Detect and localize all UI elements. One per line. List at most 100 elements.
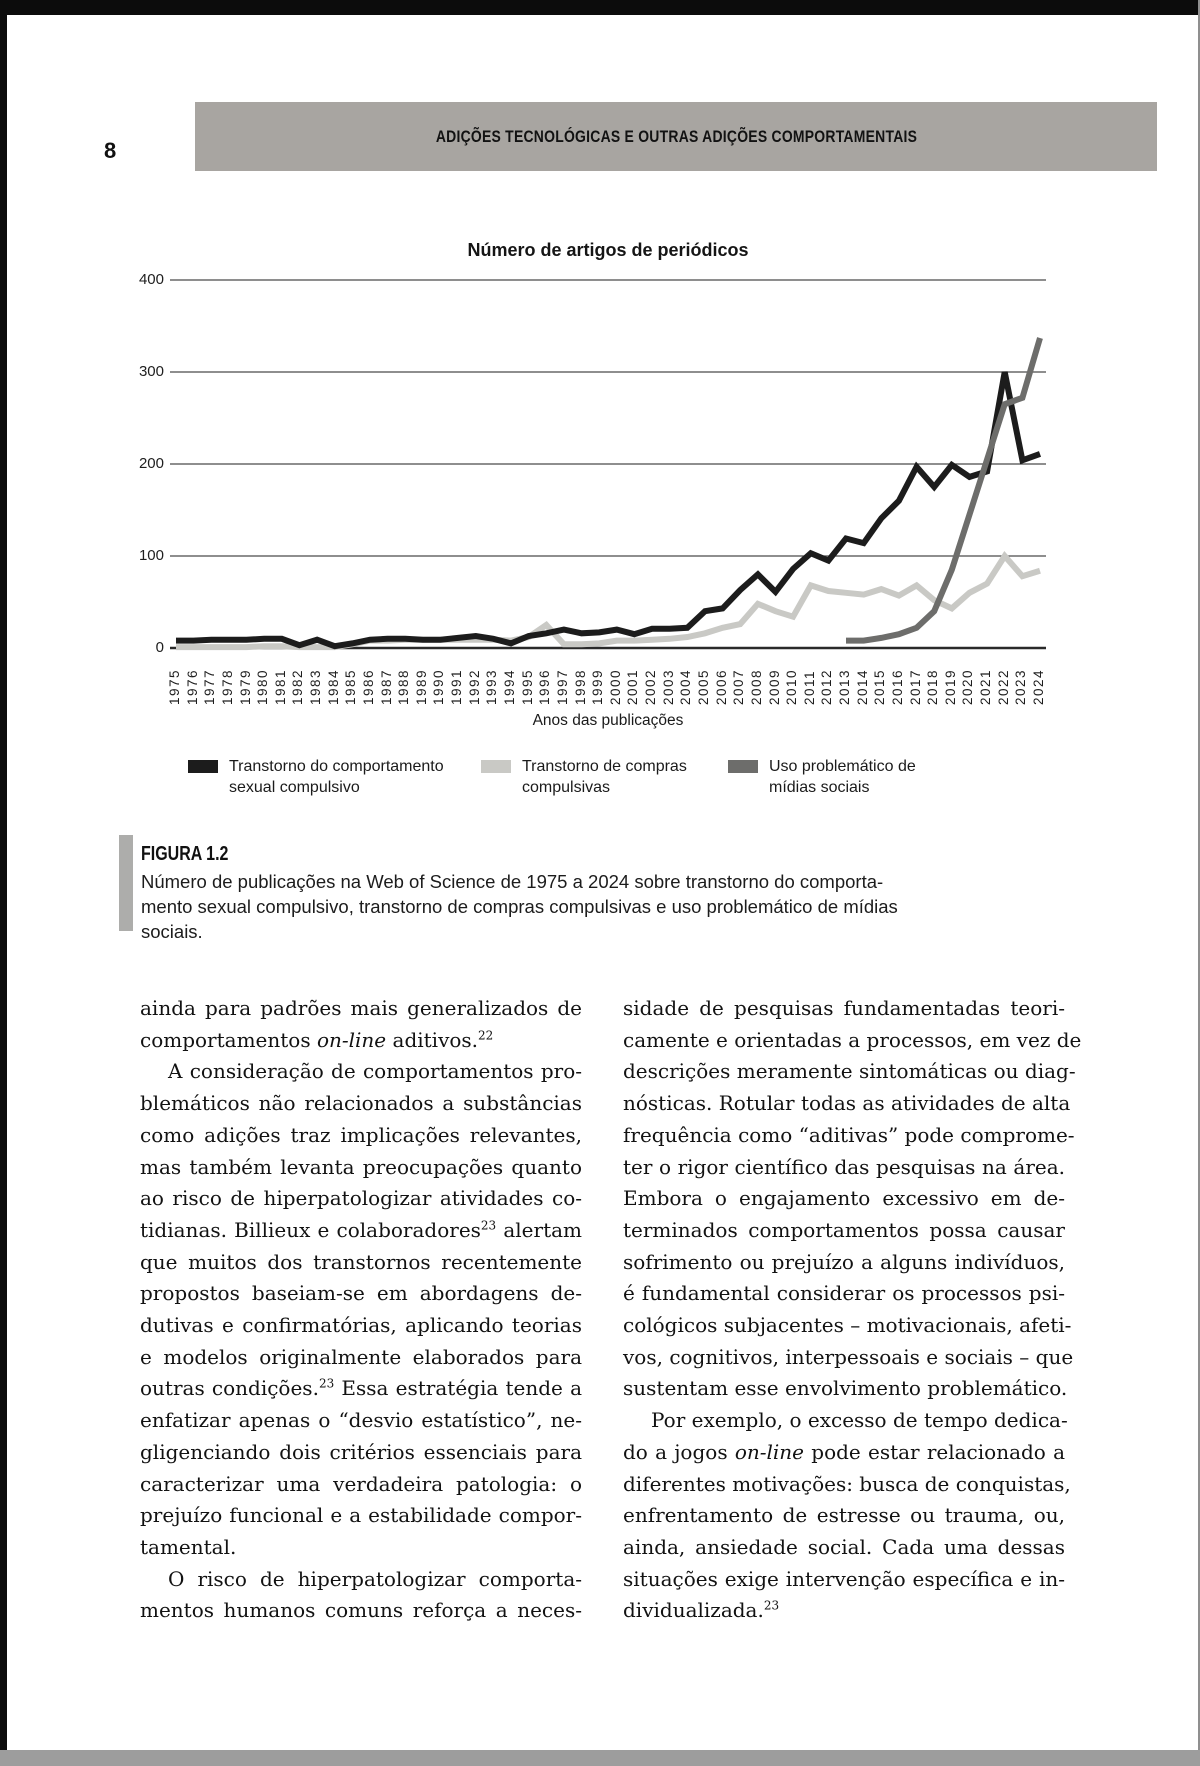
body-text-line: cológicos subjacentes – motivacionais, a… [623,1310,1071,1342]
body-text-line: gligenciando dois critérios essenciais p… [140,1437,582,1469]
legend-item-0: Transtorno do comportamento sexual compu… [188,756,457,798]
text-run: outras condições. [140,1376,319,1401]
body-text-line: outras condições.23 Essa estratégia tend… [140,1373,582,1405]
body-text-line: camente e orientadas a processos, em vez… [623,1025,1081,1057]
series-line-1 [176,551,1041,651]
x-tick-label-2008: 2008 [748,668,764,705]
x-tick-label-2015: 2015 [872,668,888,705]
chart-plot [170,279,1046,651]
body-text-line: que muitos dos transtornos recentemente [140,1247,582,1279]
text-run: Embora o engajamento excessivo em de- [623,1186,1065,1211]
text-run: terminados comportamentos possa causar [623,1217,1065,1242]
x-tick-label-2018: 2018 [925,668,941,705]
text-run: alertam [496,1217,582,1242]
running-header-title: ADIÇÕES TECNOLÓGICAS E OUTRAS ADIÇÕES CO… [435,126,917,146]
y-tick-label-400: 400 [138,271,164,288]
body-text-line: comportamentos on-line aditivos.22 [140,1025,582,1057]
body-text-line: prejuízo funcional e a estabilidade comp… [140,1500,582,1532]
text-run: Por exemplo, o excesso de tempo dedica- [651,1408,1068,1433]
legend-label: Transtorno do comportamento sexual compu… [229,758,444,796]
series-line-2 [846,337,1043,644]
body-text-line: descrições meramente sintomáticas ou dia… [623,1056,1076,1088]
x-tick-label-1984: 1984 [325,668,341,705]
text-run: sustentam esse envolvimento problemático… [623,1376,1068,1401]
text-run: é fundamental considerar os processos ps… [623,1281,1065,1306]
body-text-line: sidade de pesquisas fundamentadas teori- [623,993,1065,1025]
x-tick-label-2021: 2021 [978,668,994,705]
text-run: tidianas. Billieux e colaboradores [140,1217,481,1242]
body-text-line: situações exige intervenção específica e… [623,1564,1065,1596]
italic-term: on-line [734,1439,805,1464]
body-text-line: propostos baseiam-se em abordagens de- [140,1278,582,1310]
text-run: blemáticos não relacionados a substância… [140,1091,582,1116]
text-run: prejuízo funcional e a estabilidade comp… [140,1503,582,1528]
x-tick-label-2017: 2017 [907,668,923,705]
x-tick-label-2002: 2002 [643,668,659,705]
text-run: frequência como “aditivas” pode comprome… [623,1122,1075,1147]
x-tick-label-2013: 2013 [837,668,853,705]
x-tick-label-1977: 1977 [202,668,218,705]
text-run: diferentes motivações: busca de conquist… [623,1471,1071,1496]
x-tick-label-2019: 2019 [942,668,958,705]
text-run: do a jogos [623,1439,735,1464]
text-run: enfrentamento de estresse ou trauma, ou, [623,1503,1065,1528]
x-tick-label-2014: 2014 [854,668,870,705]
page-left-border [0,0,7,1766]
x-tick-label-2009: 2009 [766,668,782,705]
body-text-line: ainda para padrões mais generalizados de [140,993,582,1025]
x-tick-label-1985: 1985 [343,668,359,705]
y-tick-label-300: 300 [138,363,164,380]
body-right-column: sidade de pesquisas fundamentadas teori-… [623,993,1081,1627]
body-text-line: caracterizar uma verdadeira patologia: o [140,1469,582,1501]
figure-label-text: FIGURA 1.2 [141,843,229,865]
body-text-line: enfatizar apenas o “desvio estatístico”,… [140,1405,582,1437]
body-text-line: frequência como “aditivas” pode comprome… [623,1120,1075,1152]
body-text-line: vos, cognitivos, interpessoais e sociais… [623,1342,1073,1374]
text-run: dutivas e confirmatórias, aplicando teor… [140,1313,582,1338]
x-tick-label-2012: 2012 [819,668,835,705]
text-run: sofrimento ou prejuízo a alguns indivídu… [623,1249,1065,1274]
page-number: 8 [104,138,117,163]
caption-line: Número de publicações na Web of Science … [141,871,884,892]
x-axis-title: Anos das publicações [532,712,684,729]
body-text-line: ao risco de hiperpatologizar atividades … [140,1183,582,1215]
x-tick-label-1996: 1996 [537,668,553,705]
body-text-line: e modelos originalmente elaborados para [140,1342,582,1374]
text-run: ao risco de hiperpatologizar atividades … [140,1186,582,1211]
body-text-line: O risco de hiperpatologizar comporta- [140,1564,582,1596]
x-tick-label-2001: 2001 [625,668,641,705]
x-tick-label-1989: 1989 [413,668,429,705]
text-run: situações exige intervenção específica e… [623,1566,1065,1591]
legend-item-1: Transtorno de compras compulsivas [481,756,704,798]
text-run: mas também levanta preocupações quanto [140,1154,582,1179]
text-run: sidade de pesquisas fundamentadas teori- [623,996,1065,1020]
text-run: comportamentos [140,1027,317,1052]
x-tick-label-2022: 2022 [995,668,1011,705]
body-text-line: mentos humanos comuns reforça a neces- [140,1595,582,1627]
x-tick-label-2016: 2016 [889,668,905,705]
page-top-border [0,0,1200,15]
text-run: nósticas. Rotular todas as atividades de… [623,1091,1071,1116]
y-tick-label-100: 100 [138,547,164,564]
text-run: camente e orientadas a processos, em vez… [623,1027,1082,1052]
text-run: A consideração de comportamentos pro- [168,1059,582,1084]
x-tick-label-2003: 2003 [660,668,676,705]
body-text-line: enfrentamento de estresse ou trauma, ou, [623,1500,1065,1532]
body-text-line: Embora o engajamento excessivo em de- [623,1183,1065,1215]
text-run: descrições meramente sintomáticas ou dia… [623,1059,1076,1084]
x-tick-label-2010: 2010 [784,668,800,705]
y-tick-label-0: 0 [155,639,164,656]
legend-swatch-icon [188,760,218,773]
body-text-line: nósticas. Rotular todas as atividades de… [623,1088,1070,1120]
text-run: pode estar relacionado a [804,1439,1065,1464]
body-text-line: sofrimento ou prejuízo a alguns indivídu… [623,1247,1065,1279]
italic-term: on-line [316,1027,387,1052]
body-text-line: ainda, ansiedade social. Cada uma dessas [623,1532,1065,1564]
body-text-line: tidianas. Billieux e colaboradores23 ale… [140,1215,582,1247]
body-text-line: mas também levanta preocupações quanto [140,1152,582,1184]
caption-accent-bar [119,835,133,931]
body-text-line: dutivas e confirmatórias, aplicando teor… [140,1310,582,1342]
x-tick-label-1983: 1983 [308,668,324,705]
running-header-band: ADIÇÕES TECNOLÓGICAS E OUTRAS ADIÇÕES CO… [195,102,1157,171]
x-tick-label-2007: 2007 [731,668,747,705]
